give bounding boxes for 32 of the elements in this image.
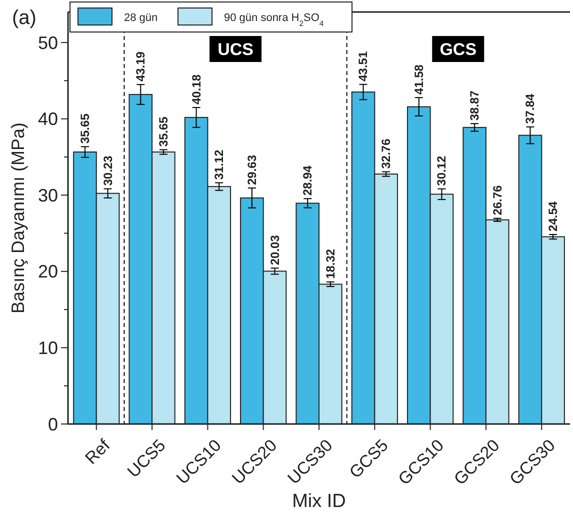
data-label: 26.76	[490, 184, 504, 216]
y-tick-label: 50	[38, 32, 58, 53]
data-label: 31.12	[212, 149, 226, 180]
y-tick-label: 30	[38, 185, 58, 206]
legend-label: 28 gün	[124, 12, 158, 24]
data-label: 41.58	[412, 64, 426, 95]
data-label: 35.65	[156, 116, 170, 147]
legend-label: 90 gün sonra H$_{2}$SO$_{4}$	[224, 12, 324, 28]
data-label: 32.76	[379, 138, 394, 169]
data-label: 29.63	[244, 154, 259, 186]
data-label: 38.87	[468, 90, 482, 121]
chart-title: (a)	[12, 7, 36, 29]
data-label: 20.03	[268, 234, 282, 266]
annotation: UCS	[218, 40, 254, 59]
data-label: 37.84	[523, 94, 538, 124]
data-label: 40.18	[189, 74, 204, 105]
data-label: 30.12	[434, 156, 449, 186]
y-tick-label: 10	[38, 338, 58, 358]
data-label: 43.19	[134, 51, 148, 82]
x-axis-title: Mix ID	[292, 491, 346, 512]
data-label: 43.51	[356, 51, 370, 82]
y-tick-label: 20	[38, 262, 58, 282]
x-tick-label: Ref	[81, 436, 114, 468]
data-label: 30.23	[100, 155, 115, 186]
data-label: 18.32	[323, 248, 338, 279]
data-label: 35.65	[78, 113, 92, 144]
data-label: 28.94	[300, 165, 315, 196]
y-axis-title: Basınç Dayanımı (MPa)	[8, 122, 28, 314]
y-tick-label: 0	[48, 414, 58, 434]
y-tick-label: 40	[38, 109, 58, 130]
data-label: 24.54	[546, 201, 560, 232]
annotation: GCS	[440, 40, 477, 59]
